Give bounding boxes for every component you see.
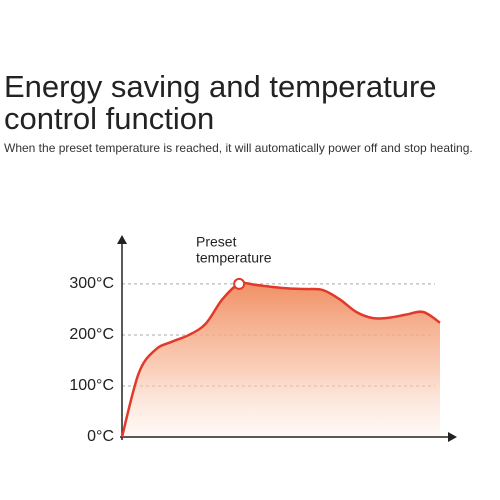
- y-tick-label: 300°C: [69, 275, 114, 292]
- y-tick-label: 200°C: [69, 326, 114, 343]
- subtitle-box: When the preset temperature is reached, …: [4, 142, 473, 155]
- title-line: Energy saving and temperature: [4, 69, 437, 104]
- y-tick-label: 100°C: [69, 377, 114, 394]
- y-axis-arrow: [117, 235, 127, 244]
- annotation: Preset: [196, 234, 237, 250]
- subtitle: When the preset temperature is reached, …: [4, 142, 473, 155]
- line: [120, 281, 441, 438]
- area: [122, 282, 440, 437]
- y-tick-label: 0°C: [87, 428, 114, 445]
- title-line: control function: [4, 101, 214, 136]
- preset-marker: [233, 277, 246, 290]
- x-axis-arrow: [448, 432, 457, 442]
- annotation: temperature: [196, 250, 272, 266]
